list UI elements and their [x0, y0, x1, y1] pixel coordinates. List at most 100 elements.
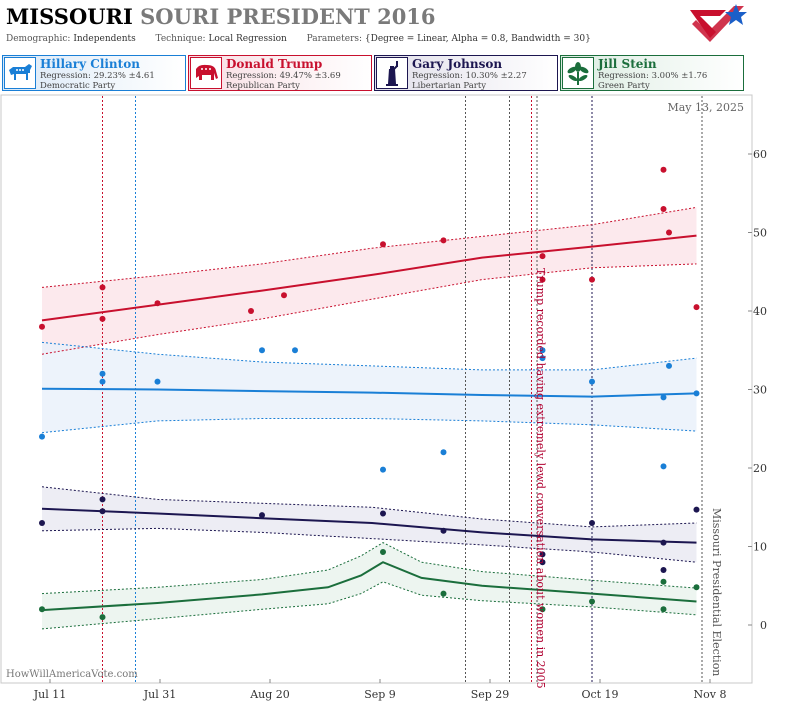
poll-point-jill-stein[interactable]	[39, 606, 45, 613]
upper-bound-gary-johnson	[41, 486, 697, 528]
donkey-icon	[4, 57, 36, 89]
site-logo-icon[interactable]	[686, 2, 750, 48]
candidate-name: Donald Trump	[226, 57, 323, 71]
poll-point-hillary-clinton[interactable]	[539, 347, 546, 354]
candidate-party: Green Party	[598, 81, 650, 91]
candidate-name: Hillary Clinton	[40, 57, 140, 71]
poll-point-gary-johnson[interactable]	[380, 510, 386, 517]
poll-point-donald-trump[interactable]	[693, 304, 700, 311]
x-tick-label: Nov 8	[694, 688, 727, 701]
poll-point-hillary-clinton[interactable]	[660, 394, 667, 401]
annotation-election-day: Missouri Presidential Election	[710, 508, 723, 676]
poll-point-gary-johnson[interactable]	[99, 496, 106, 503]
upper-bound-donald-trump	[41, 206, 697, 288]
date-stamp: May 13, 2025	[667, 101, 744, 114]
lower-bound-jill-stein	[41, 581, 697, 630]
poll-point-hillary-clinton[interactable]	[589, 378, 595, 385]
upper-bound-hillary-clinton	[41, 341, 697, 371]
elephant-icon	[190, 57, 222, 89]
watermark[interactable]: HowWillAmericaVote.com	[6, 669, 138, 680]
poll-point-donald-trump[interactable]	[539, 276, 546, 283]
poll-point-jill-stein[interactable]	[660, 606, 667, 613]
confidence-band-jill-stein	[42, 542, 697, 629]
poll-point-donald-trump[interactable]	[39, 323, 45, 330]
poll-point-jill-stein[interactable]	[693, 584, 700, 591]
candidate-name: Gary Johnson	[412, 57, 503, 71]
poll-point-donald-trump[interactable]	[99, 315, 106, 322]
poll-point-donald-trump[interactable]	[660, 166, 667, 173]
poll-point-jill-stein[interactable]	[380, 549, 386, 555]
x-tick-label: Sep 9	[364, 688, 396, 701]
poll-point-hillary-clinton[interactable]	[660, 463, 667, 470]
poll-point-donald-trump[interactable]	[99, 284, 106, 291]
trend-line-jill-stein	[41, 561, 697, 612]
poll-point-donald-trump[interactable]	[589, 276, 595, 283]
x-tick-label: Oct 19	[581, 688, 618, 701]
poll-point-donald-trump[interactable]	[281, 292, 287, 299]
candidate-card-clinton[interactable]: Hillary Clinton Regression: 29.23% ±4.61…	[2, 55, 186, 91]
technique-value: Local Regression	[208, 34, 287, 44]
poll-point-gary-johnson[interactable]	[693, 506, 700, 513]
y-tick-label: 40	[753, 305, 767, 318]
statue-of-liberty-icon	[376, 57, 408, 89]
poll-point-jill-stein[interactable]	[99, 614, 106, 621]
candidate-card-stein[interactable]: Jill Stein Regression: 3.00% ±1.76 Green…	[560, 55, 744, 91]
poll-point-hillary-clinton[interactable]	[259, 347, 265, 354]
poll-point-hillary-clinton[interactable]	[39, 433, 45, 440]
y-tick-label: 20	[753, 462, 767, 475]
candidate-party: Democratic Party	[40, 81, 116, 91]
poll-point-gary-johnson[interactable]	[539, 551, 546, 558]
poll-point-gary-johnson[interactable]	[259, 512, 265, 519]
poll-point-donald-trump[interactable]	[440, 237, 447, 244]
x-tick-label: Sep 29	[471, 688, 510, 701]
poll-point-gary-johnson[interactable]	[539, 559, 546, 566]
poll-point-hillary-clinton[interactable]	[99, 370, 106, 377]
poll-point-donald-trump[interactable]	[660, 206, 667, 212]
candidate-card-trump[interactable]: Donald Trump Regression: 49.47% ±3.69 Re…	[188, 55, 372, 91]
poll-point-donald-trump[interactable]	[154, 300, 161, 307]
parameters-value: {Degree = Linear, Alpha = 0.8, Bandwidth…	[364, 34, 591, 44]
poll-point-donald-trump[interactable]	[248, 308, 254, 314]
candidate-party: Republican Party	[226, 81, 300, 91]
candidate-regression: Regression: 10.30% ±2.27	[412, 71, 527, 81]
y-tick-label: 0	[760, 619, 767, 632]
poll-point-donald-trump[interactable]	[380, 241, 386, 248]
poll-point-jill-stein[interactable]	[539, 606, 546, 613]
flower-icon	[562, 57, 594, 89]
x-tick-label: Aug 20	[249, 688, 290, 701]
poll-point-hillary-clinton[interactable]	[292, 347, 298, 354]
poll-point-gary-johnson[interactable]	[660, 539, 667, 546]
candidate-card-johnson[interactable]: Gary Johnson Regression: 10.30% ±2.27 Li…	[374, 55, 558, 91]
poll-point-gary-johnson[interactable]	[99, 508, 106, 515]
y-tick-label: 60	[753, 148, 767, 161]
y-tick-label: 10	[753, 541, 767, 554]
poll-point-gary-johnson[interactable]	[660, 567, 667, 573]
poll-point-gary-johnson[interactable]	[440, 527, 447, 534]
poll-point-hillary-clinton[interactable]	[440, 449, 447, 456]
poll-point-hillary-clinton[interactable]	[693, 390, 700, 397]
poll-point-jill-stein[interactable]	[589, 598, 595, 605]
poll-point-jill-stein[interactable]	[440, 590, 447, 597]
poll-point-hillary-clinton[interactable]	[539, 355, 546, 362]
y-tick-label: 30	[753, 384, 767, 397]
confidence-band-hillary-clinton	[42, 342, 697, 433]
poll-point-hillary-clinton[interactable]	[380, 466, 386, 473]
trend-line-hillary-clinton	[41, 387, 697, 398]
upper-bound-jill-stein	[41, 542, 697, 595]
poll-point-hillary-clinton[interactable]	[666, 362, 672, 369]
poll-point-gary-johnson[interactable]	[39, 520, 45, 526]
candidate-regression: Regression: 3.00% ±1.76	[598, 71, 708, 81]
poll-point-hillary-clinton[interactable]	[99, 378, 106, 385]
demographic-value: Independents	[73, 34, 136, 44]
poll-point-donald-trump[interactable]	[666, 229, 672, 236]
poll-point-gary-johnson[interactable]	[589, 520, 595, 526]
confidence-band-donald-trump	[42, 207, 697, 355]
poll-point-hillary-clinton[interactable]	[154, 378, 161, 385]
demographic-label: Demographic:	[6, 34, 71, 44]
poll-point-donald-trump[interactable]	[539, 253, 546, 260]
poll-point-jill-stein[interactable]	[660, 578, 667, 585]
candidate-party: Libertarian Party	[412, 81, 487, 91]
trend-line-gary-johnson	[41, 507, 697, 544]
candidate-regression: Regression: 49.47% ±3.69	[226, 71, 341, 81]
